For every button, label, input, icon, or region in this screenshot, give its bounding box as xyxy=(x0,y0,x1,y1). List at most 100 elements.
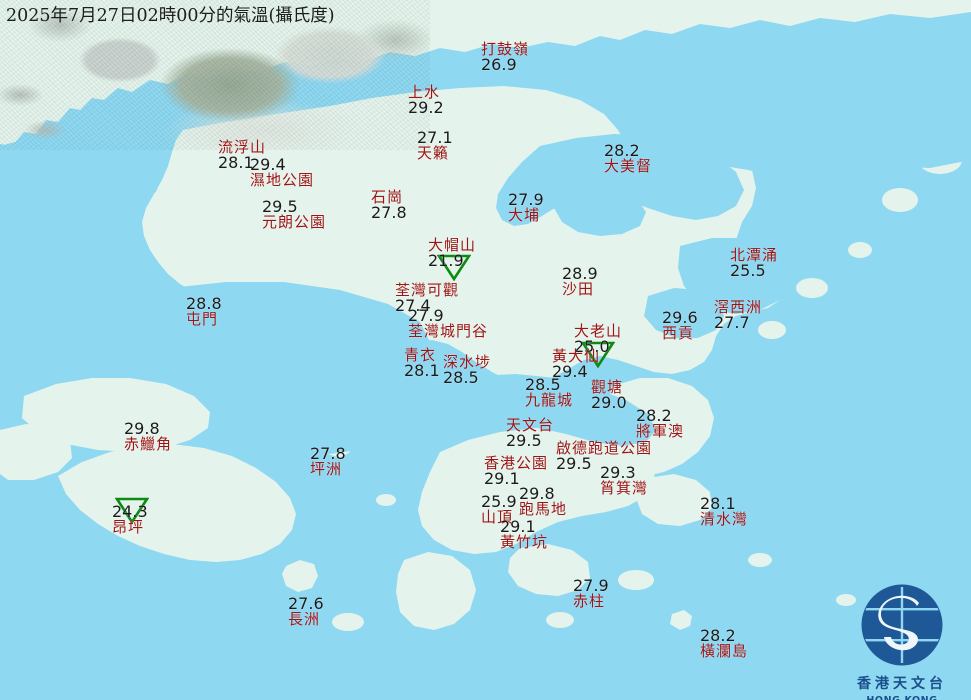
islet-e xyxy=(836,594,856,606)
station-label: 27.6 長洲 xyxy=(288,596,324,627)
islet-a xyxy=(618,570,654,590)
station-name: 赤鱲角 xyxy=(124,435,173,453)
station-label: 28.9 沙田 xyxy=(562,266,598,297)
station-label: 27.9 赤柱 xyxy=(573,578,609,609)
station-name: 滘西洲 xyxy=(714,298,763,316)
station-name: 赤柱 xyxy=(573,592,606,610)
station-name: 流浮山 xyxy=(218,138,267,156)
water-west-harbour xyxy=(238,386,396,454)
station-temperature: 28.5 xyxy=(443,368,479,387)
islet-j xyxy=(848,242,872,258)
station-temperature: 28.1 xyxy=(218,153,254,172)
water-sai-kung-bay xyxy=(644,288,724,338)
station-name: 濕地公園 xyxy=(250,171,315,189)
station-label: 石崗 27.8 xyxy=(371,190,407,221)
station-temperature: 29.8 xyxy=(519,484,555,503)
water-pearl-estuary xyxy=(0,178,122,256)
station-temperature: 27.9 xyxy=(573,576,609,595)
station-label: 29.8 跑馬地 xyxy=(519,486,567,517)
station-name: 將軍澳 xyxy=(636,422,685,440)
station-label: 天文台 29.5 xyxy=(506,418,554,449)
station-name: 沙田 xyxy=(562,280,595,298)
station-label: 28.2 橫瀾島 xyxy=(700,628,748,659)
station-temperature: 27.7 xyxy=(714,313,750,332)
station-label: 大老山 25.0 xyxy=(574,324,622,355)
land-stanley-peninsula xyxy=(508,544,590,596)
water-victoria-harbour xyxy=(358,374,656,456)
station-name: 石崗 xyxy=(371,188,404,206)
station-label: 深水埗 28.5 xyxy=(443,355,491,386)
station-temperature: 29.5 xyxy=(262,197,298,216)
station-temperature: 29.4 xyxy=(250,155,286,174)
station-name: 荃灣可觀 xyxy=(395,281,460,299)
station-name: 大美督 xyxy=(604,157,653,175)
station-label: 28.5 九龍城 xyxy=(525,377,573,408)
station-label: 香港公園 29.1 xyxy=(484,456,548,487)
station-temperature: 29.6 xyxy=(662,308,698,327)
station-temperature: 28.9 xyxy=(562,264,598,283)
station-name: 跑馬地 xyxy=(519,500,568,518)
station-label: 29.3 筲箕灣 xyxy=(600,465,648,496)
station-label: 青衣 28.1 xyxy=(404,348,440,379)
station-name: 九龍城 xyxy=(525,391,574,409)
station-temperature: 28.5 xyxy=(525,375,561,394)
station-temperature: 29.8 xyxy=(124,419,160,438)
islet-b xyxy=(546,612,574,628)
station-temperature: 28.8 xyxy=(186,294,222,313)
station-temperature: 29.2 xyxy=(408,98,444,117)
hko-logo: 香港天文台 HONG KONG OBSERVATORY xyxy=(839,582,965,700)
station-temperature: 28.1 xyxy=(700,494,736,513)
islet-h xyxy=(758,321,786,339)
station-label: 29.1 黃竹坑 xyxy=(500,519,548,550)
station-temperature: 27.9 xyxy=(508,190,544,209)
station-name: 荃灣城門谷 xyxy=(408,322,489,340)
station-name: 上水 xyxy=(408,83,441,101)
station-label: 28.2 大美督 xyxy=(604,143,652,174)
station-temperature: 25.9 xyxy=(481,492,517,511)
station-label: 29.5 元朗公園 xyxy=(262,199,326,230)
land-hong-kong-island xyxy=(418,428,656,554)
station-label: 打鼓嶺 26.9 xyxy=(481,42,529,73)
station-name: 山頂 xyxy=(481,508,514,526)
station-temperature: 27.1 xyxy=(417,128,453,147)
station-name: 北潭涌 xyxy=(730,246,779,264)
hko-logo-name-cn: 香港天文台 xyxy=(857,676,947,692)
station-temperature: 29.1 xyxy=(484,469,520,488)
station-label: 27.1 天籟 xyxy=(417,130,453,161)
station-name: 屯門 xyxy=(186,310,219,328)
station-temperature: 28.1 xyxy=(404,361,440,380)
station-marker-triangle xyxy=(437,254,471,281)
station-name: 坪洲 xyxy=(310,460,343,478)
station-temperature: 29.0 xyxy=(591,393,627,412)
station-label: 29.6 西貢 xyxy=(662,310,698,341)
islet-k xyxy=(882,188,918,212)
station-label: 28.8 屯門 xyxy=(186,296,222,327)
station-label: 27.8 坪洲 xyxy=(310,446,346,477)
water-urmston-road xyxy=(118,282,430,380)
station-label: 流浮山 28.1 xyxy=(218,140,266,171)
station-name: 打鼓嶺 xyxy=(481,40,530,58)
islet-d xyxy=(748,553,772,567)
station-temperature: 29.5 xyxy=(556,454,592,473)
station-temperature: 29.4 xyxy=(552,362,588,381)
station-label: 滘西洲 27.7 xyxy=(714,300,762,331)
station-temperature: 29.3 xyxy=(600,463,636,482)
station-name: 西貢 xyxy=(662,324,695,342)
station-name: 橫瀾島 xyxy=(700,642,749,660)
land-lantau xyxy=(58,444,296,562)
station-name: 元朗公園 xyxy=(262,213,327,231)
station-name: 黃竹坑 xyxy=(500,533,549,551)
station-label: 29.8 赤鱲角 xyxy=(124,421,172,452)
station-label: 24.3 昂坪 xyxy=(112,504,148,535)
satellite-imagery-patch xyxy=(0,0,430,150)
station-label: 25.9 山頂 xyxy=(481,494,517,525)
station-label: 27.9 荃灣城門谷 xyxy=(408,308,488,339)
station-name: 大帽山 xyxy=(428,236,477,254)
station-name: 啟德跑道公園 xyxy=(556,439,653,457)
station-name: 昂坪 xyxy=(112,518,145,536)
land-west-lantau xyxy=(0,424,72,480)
station-name: 大老山 xyxy=(574,322,623,340)
station-name: 黃大仙 xyxy=(552,347,601,365)
station-name: 筲箕灣 xyxy=(600,479,649,497)
